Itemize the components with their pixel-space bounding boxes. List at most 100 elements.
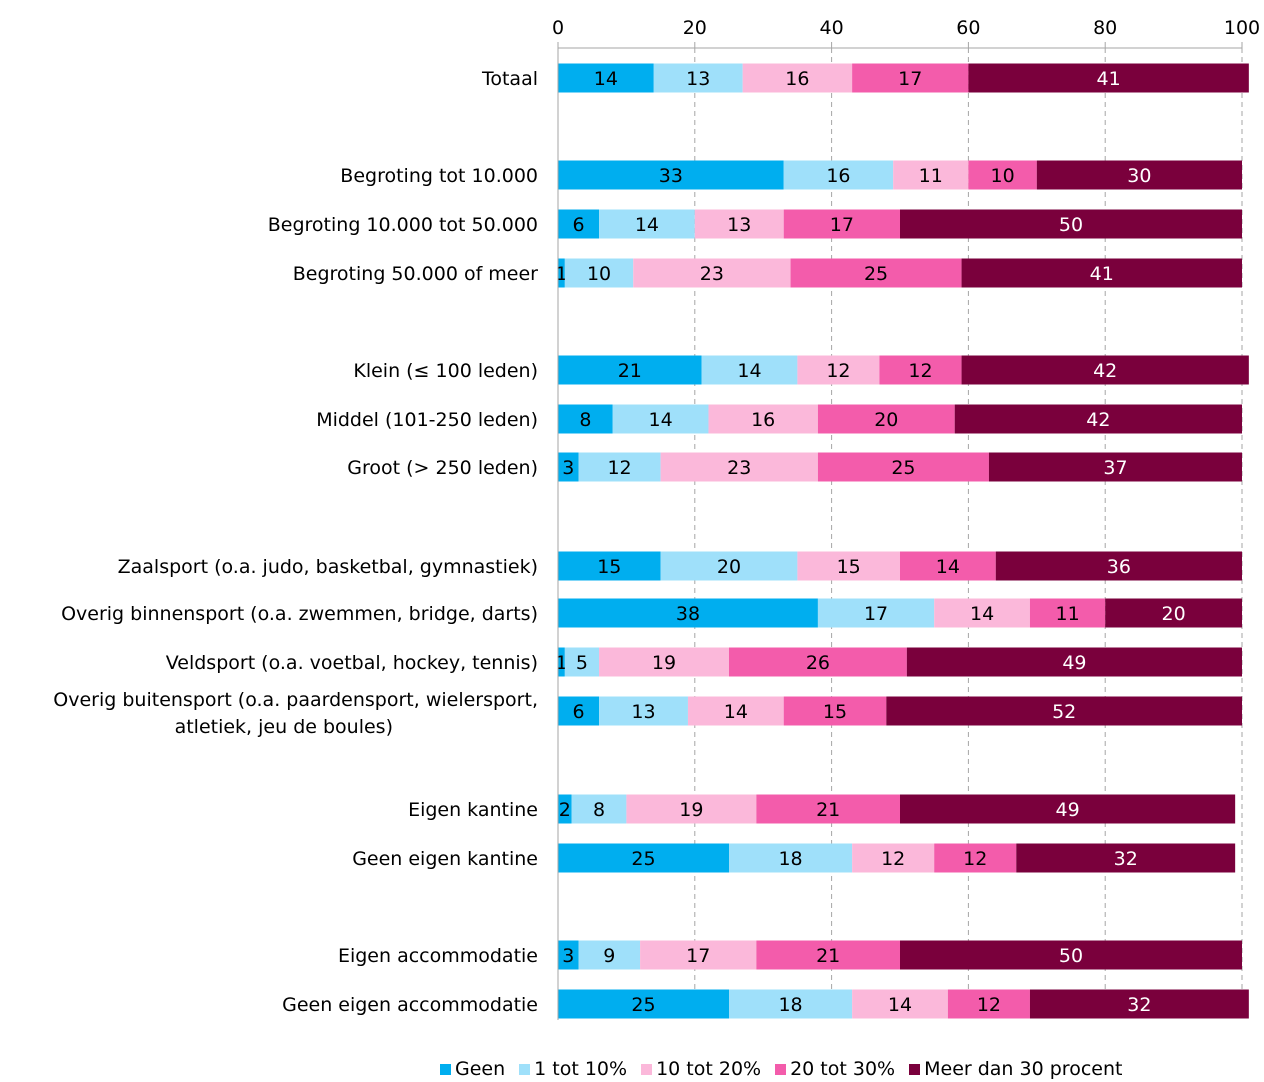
bar-segment [578, 452, 661, 482]
category-label: Veldsport (o.a. voetbal, hockey, tennis) [166, 652, 538, 674]
legend-swatch [641, 1063, 653, 1075]
bar-segment [852, 63, 969, 93]
category-label: Geen eigen kantine [352, 848, 538, 870]
data-label: 5 [576, 652, 588, 674]
data-label: 25 [864, 263, 888, 285]
category-label: Totaal [481, 68, 538, 90]
category-label: Klein (≤ 100 leden) [353, 360, 538, 382]
category-label: Begroting tot 10.000 [340, 165, 538, 187]
data-label: 14 [724, 701, 748, 723]
data-label: 23 [700, 263, 724, 285]
data-label: 12 [826, 360, 850, 382]
bar-segment [558, 63, 654, 93]
data-label: 17 [830, 214, 854, 236]
data-label: 2 [559, 799, 571, 821]
bar-segment [633, 258, 791, 288]
legend-item: 1 tot 10% [519, 1058, 627, 1080]
data-label: 12 [963, 848, 987, 870]
bar-segment [1105, 598, 1242, 628]
bar-segment [558, 551, 661, 581]
legend-label: Geen [455, 1058, 506, 1080]
legend-swatch [775, 1063, 787, 1075]
data-label: 14 [649, 409, 673, 431]
x-tick-label: 60 [956, 17, 980, 39]
data-label: 10 [587, 263, 611, 285]
bar-segment [742, 63, 853, 93]
data-label: 49 [1055, 799, 1079, 821]
bar-segment [797, 551, 900, 581]
data-label: 16 [826, 165, 850, 187]
bar-segment [1036, 160, 1242, 190]
data-label: 36 [1107, 556, 1131, 578]
legend-item: Meer dan 30 procent [909, 1058, 1122, 1080]
data-label: 18 [778, 848, 802, 870]
bar-segment [783, 209, 900, 239]
data-label: 14 [594, 68, 618, 90]
bar-segment [783, 696, 887, 726]
data-label: 19 [652, 652, 676, 674]
data-label: 50 [1059, 945, 1083, 967]
data-label: 16 [751, 409, 775, 431]
legend-swatch [909, 1063, 921, 1075]
data-label: 42 [1093, 360, 1117, 382]
data-label: 17 [686, 945, 710, 967]
bar-segment [558, 843, 729, 873]
legend-swatch [519, 1063, 531, 1075]
bar-segment [893, 160, 969, 190]
bar-segment [817, 452, 989, 482]
data-label: 15 [823, 701, 847, 723]
bar-segment [852, 843, 935, 873]
data-label: 50 [1059, 214, 1083, 236]
data-label: 13 [631, 701, 655, 723]
data-label: 15 [597, 556, 621, 578]
data-label: 13 [686, 68, 710, 90]
x-tick-label: 80 [1093, 17, 1117, 39]
bar-segment [729, 647, 907, 677]
bar-segment [558, 160, 784, 190]
bar-segment [961, 258, 1242, 288]
bar-segment [558, 794, 572, 824]
data-label: 25 [631, 848, 655, 870]
data-label: 20 [874, 409, 898, 431]
x-tick-label: 0 [552, 17, 564, 39]
bar-segment [558, 452, 579, 482]
bar-segment [968, 63, 1249, 93]
data-label: 52 [1052, 701, 1076, 723]
bar-segment [558, 989, 729, 1019]
data-label: 11 [1055, 603, 1079, 625]
data-label: 21 [816, 945, 840, 967]
data-label: 16 [785, 68, 809, 90]
data-label: 13 [727, 214, 751, 236]
bar-segment [626, 794, 757, 824]
category-label: Geen eigen accommodatie [282, 994, 538, 1016]
bar-segment [1029, 989, 1249, 1019]
bar-segment [900, 209, 1242, 239]
legend-item: Geen [440, 1058, 505, 1080]
data-label: 20 [717, 556, 741, 578]
axes: 0 20 40 60 80 100 Totaal Begroting tot 10.000 Be… [53, 17, 1260, 1020]
bar-segment [790, 258, 962, 288]
bar-segment [954, 404, 1242, 434]
bar-segment [694, 209, 784, 239]
data-label: 3 [562, 945, 574, 967]
bar-segment [900, 794, 1236, 824]
bar-segment [558, 355, 702, 385]
bar-segment [564, 258, 634, 288]
bar-segment [612, 404, 709, 434]
bar-segment [756, 940, 900, 970]
legend-item: 20 tot 30% [775, 1058, 895, 1080]
category-label: Middel (101-250 leden) [316, 409, 538, 431]
data-label: 21 [816, 799, 840, 821]
bar-segment [852, 989, 948, 1019]
legend-label: 20 tot 30% [790, 1058, 896, 1080]
bar-segment [797, 355, 880, 385]
bar-segment [1016, 843, 1236, 873]
legend-label: 10 tot 20% [656, 1058, 762, 1080]
legend: Geen 1 tot 10% 10 tot 20% 20 tot 30% Meer da… [440, 1058, 1136, 1080]
data-label: 14 [936, 556, 960, 578]
bar-segment [900, 551, 996, 581]
gridlines [694, 48, 1243, 1020]
x-tick-label: 20 [683, 17, 707, 39]
data-label: 37 [1103, 457, 1127, 479]
category-label: Zaalsport (o.a. judo, basketbal, gymnast… [118, 556, 538, 578]
